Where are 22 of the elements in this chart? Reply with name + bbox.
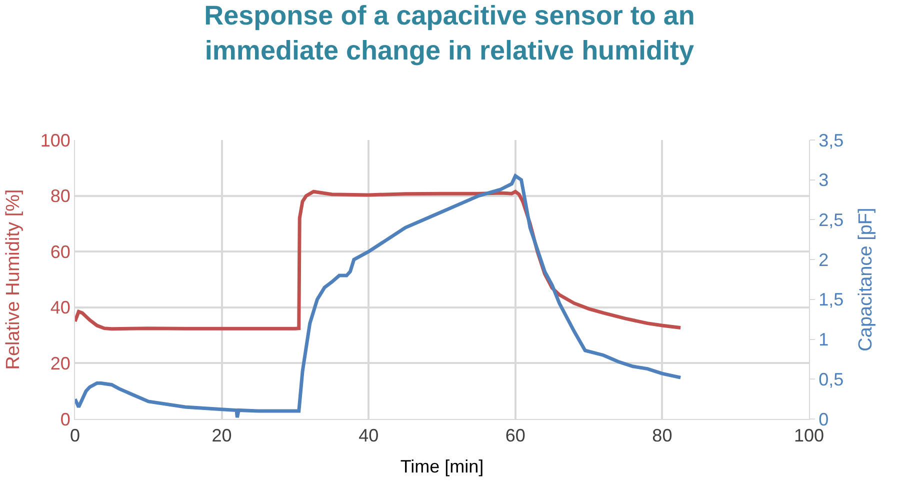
y-axis-title: Relative Humidity [%] xyxy=(3,189,24,370)
y2-tick-label: 3,5 xyxy=(818,130,844,150)
y2-tick-label: 3 xyxy=(818,170,829,190)
y2-axis-title: Capacitance [pF] xyxy=(855,208,876,352)
y2-tick-label: 2 xyxy=(818,250,829,270)
y2-tick-label: 0,5 xyxy=(818,369,844,390)
x-axis-title: Time [min] xyxy=(400,456,484,477)
chart-title: Response of a capacitive sensor to an immediate change in relative humidity xyxy=(204,0,695,66)
y-tick-label: 20 xyxy=(50,354,70,374)
y-tick-label: 0 xyxy=(60,409,70,430)
y2-tick-label: 1 xyxy=(818,330,829,350)
y-tick-label: 100 xyxy=(40,130,70,150)
y-tick-label: 80 xyxy=(50,186,70,206)
y-tick-label: 40 xyxy=(50,298,70,318)
y-tick-label: 60 xyxy=(50,242,70,262)
y2-tick-label: 1,5 xyxy=(818,290,844,310)
x-tick-label: 20 xyxy=(212,426,232,446)
x-tick-label: 60 xyxy=(505,426,526,446)
x-tick-label: 40 xyxy=(358,426,379,446)
y2-tick-label: 2,5 xyxy=(818,210,844,230)
line-series xyxy=(75,174,682,419)
x-tick-label: 80 xyxy=(652,426,672,446)
